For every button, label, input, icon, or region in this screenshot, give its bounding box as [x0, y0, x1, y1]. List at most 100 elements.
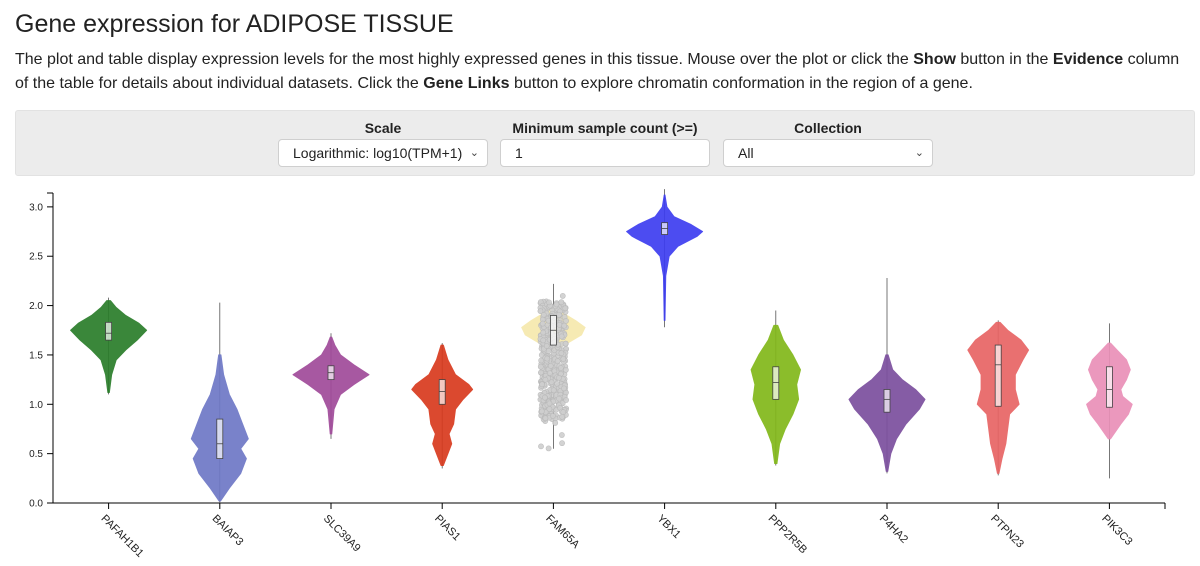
scale-select-value: Logarithmic: log10(TPM+1) [293, 145, 463, 161]
desc-evidence-term: Evidence [1052, 51, 1124, 68]
page-title: Gene expression for ADIPOSE TISSUE [15, 10, 454, 38]
y-tick-label: 2.0 [29, 301, 43, 312]
sample-point [559, 293, 566, 299]
violin-box [883, 389, 891, 413]
desc-text-3: column of the table for details about in… [15, 51, 1180, 92]
violin-shape [411, 344, 474, 466]
collection-select[interactable]: All ⌄ [723, 139, 933, 167]
sample-point [554, 358, 561, 364]
chevron-down-icon: ⌄ [469, 147, 479, 159]
violin-box [772, 366, 780, 400]
min-sample-value: 1 [515, 145, 523, 161]
sample-point [542, 376, 549, 383]
violin-shape [626, 194, 704, 321]
sample-point [546, 406, 553, 412]
violin-shape [292, 336, 370, 435]
violin-ptpn23 [967, 320, 1030, 476]
x-tick-label: FAM65A [543, 513, 582, 552]
violin-box [216, 418, 224, 459]
violin-shape [70, 300, 148, 393]
sample-point [559, 440, 565, 447]
x-tick-label: BAIAP3 [210, 513, 246, 549]
desc-genelinks-term: Gene Links [423, 75, 510, 92]
scale-select[interactable]: Logarithmic: log10(TPM+1) ⌄ [278, 139, 488, 167]
sample-point [552, 420, 559, 426]
y-tick-label: 1.5 [29, 350, 43, 361]
sample-point [548, 379, 555, 386]
min-sample-input[interactable]: 1 [500, 139, 710, 167]
min-sample-label: Minimum sample count (>=) [512, 120, 698, 136]
y-tick-label: 1.0 [29, 400, 43, 411]
page-description: The plot and table display expression le… [15, 48, 1185, 96]
x-tick-label: YBX1 [654, 513, 682, 541]
sample-point [544, 355, 551, 362]
collection-label: Collection [794, 120, 862, 136]
sample-point [539, 320, 546, 327]
x-tick-label: SLC39A9 [321, 513, 363, 555]
sample-point [558, 365, 564, 371]
y-tick-label: 3.0 [29, 202, 43, 213]
violin-shape [848, 354, 926, 472]
sample-point [561, 385, 567, 392]
collection-select-value: All [738, 145, 754, 161]
sample-point [538, 443, 544, 450]
sample-point [563, 318, 569, 324]
sample-point [563, 397, 569, 403]
violin-ybx1 [626, 189, 704, 328]
sample-point [550, 413, 556, 419]
violin-pias1 [411, 343, 474, 469]
desc-show-term: Show [913, 51, 956, 68]
sample-point [546, 299, 552, 306]
sample-point [539, 408, 545, 415]
sample-point [558, 432, 565, 438]
sample-point [541, 394, 548, 401]
sample-point [538, 369, 544, 376]
sample-point [560, 409, 567, 416]
sample-point [553, 301, 560, 308]
x-tick-label: PIK3C3 [1099, 513, 1134, 548]
desc-text-2: button in the [955, 51, 1053, 68]
x-tick-label: PPP2R5B [766, 513, 810, 557]
x-tick-label: PTPN23 [988, 513, 1026, 551]
violin-p4ha2 [848, 277, 926, 474]
sample-point [547, 362, 554, 369]
sample-point [543, 343, 550, 349]
x-tick-label: PAFAH1B1 [98, 513, 145, 560]
violin-pafah1b1 [70, 297, 148, 395]
y-tick-label: 0.5 [29, 449, 43, 460]
controls-panel: Scale Logarithmic: log10(TPM+1) ⌄ Minimu… [15, 110, 1195, 176]
desc-text-1: The plot and table display expression le… [15, 51, 914, 68]
violin-baiap3 [190, 302, 249, 503]
sample-point [542, 415, 549, 422]
sample-point [556, 395, 562, 402]
violin-ppp2r5b [750, 310, 801, 466]
sample-point [546, 400, 553, 407]
sample-point [546, 370, 553, 376]
scale-label: Scale [364, 120, 402, 136]
violin-box [438, 379, 446, 405]
sample-point [561, 322, 568, 329]
violin-box [105, 321, 112, 341]
sample-point [556, 321, 563, 328]
sample-point [545, 445, 552, 452]
violin-box [1106, 366, 1113, 408]
violin-slc39a9 [292, 333, 370, 439]
sample-point [562, 340, 569, 347]
sample-point [545, 348, 552, 354]
x-tick-label: P4HA2 [877, 513, 910, 546]
sample-point [537, 308, 544, 315]
sample-point [539, 381, 545, 388]
sample-point [558, 350, 565, 357]
sample-point [562, 367, 569, 373]
sample-point [540, 329, 547, 336]
violin-box [994, 344, 1002, 407]
sample-point [550, 387, 557, 394]
sample-point [560, 356, 567, 362]
chevron-down-icon: ⌄ [914, 147, 924, 159]
y-tick-label: 0.0 [29, 499, 43, 510]
sample-point [556, 311, 562, 318]
y-tick-label: 2.5 [29, 252, 43, 263]
violin-fam65a [521, 283, 586, 452]
sample-point [559, 413, 565, 420]
